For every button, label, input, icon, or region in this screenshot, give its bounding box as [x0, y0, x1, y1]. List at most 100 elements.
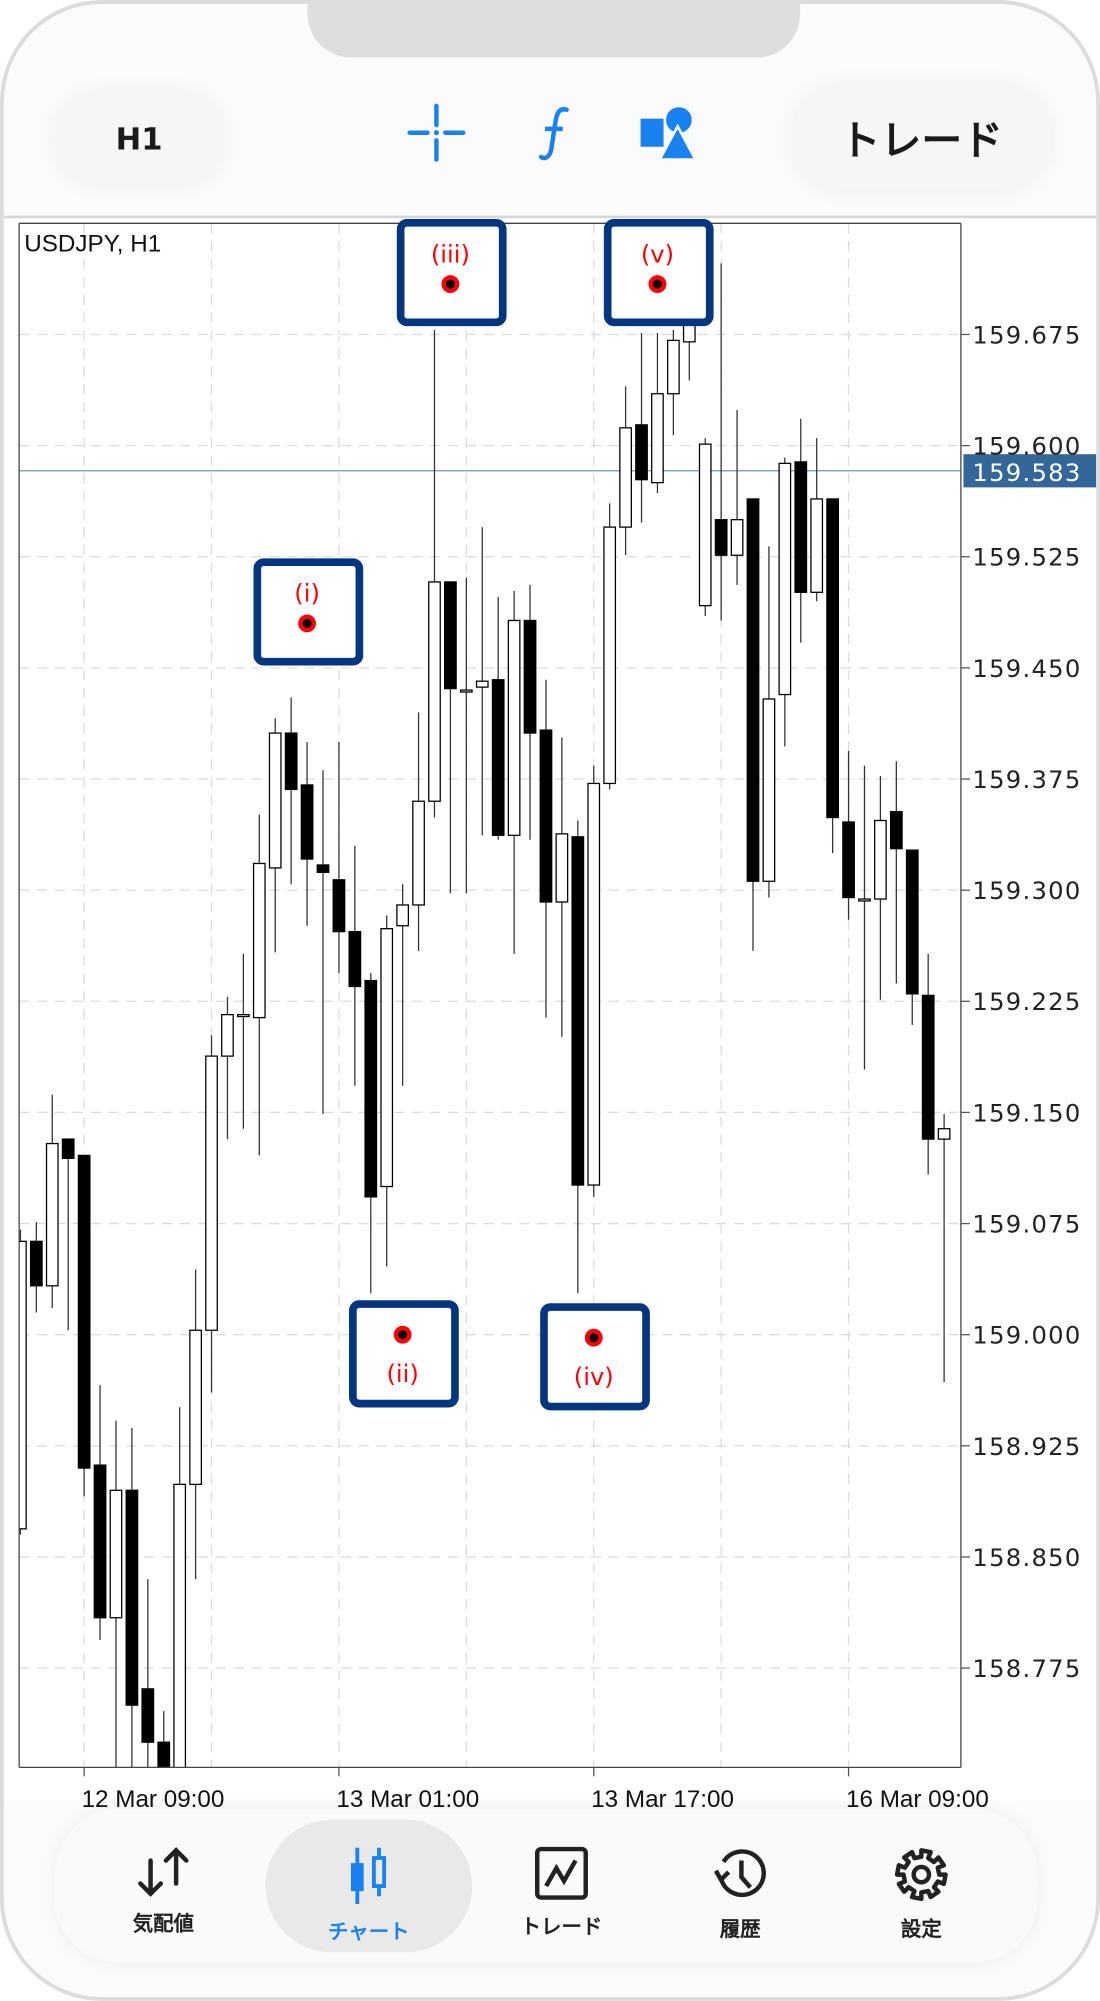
candle-body-bull [778, 462, 792, 696]
device-notch [307, 3, 801, 58]
candle [412, 712, 425, 951]
candle [93, 1385, 107, 1640]
candle-body-bear [29, 1240, 43, 1287]
candle [794, 418, 808, 643]
candle-body-bear [794, 461, 808, 593]
symbol-label: USDJPY, H1 [24, 230, 162, 258]
settings-gear-icon [894, 1848, 948, 1902]
annotation-box [253, 558, 364, 666]
candlestick-chart[interactable]: 159.583 159.675159.600159.525159.450159.… [4, 4, 1100, 1816]
candles [19, 263, 951, 1768]
price-tick-label: 159.525 [972, 543, 1081, 572]
time-tick-label: 16 Mar 09:00 [846, 1786, 989, 1813]
candle-body-bull [475, 680, 489, 688]
candle-body-bull [205, 1055, 218, 1331]
candle-body-bull [587, 782, 601, 1186]
annotation-dot-center [589, 1333, 599, 1343]
crosshair-icon[interactable] [407, 103, 466, 162]
candle-body-bear [905, 849, 919, 995]
candle-body-bull [651, 393, 664, 484]
candle-body-bear [348, 931, 362, 988]
nav-history-label: 履歴 [719, 1916, 761, 1941]
trade-button[interactable]: トレード [792, 85, 1051, 191]
candle [555, 737, 569, 1037]
candle [698, 438, 712, 617]
price-tick-label: 159.675 [972, 320, 1081, 349]
annotation-marker: (v) [603, 218, 714, 327]
candle [459, 577, 473, 894]
candle-body-bull [459, 689, 473, 693]
bottom-nav: 気配値 チャート トレード 履歴 設定 [54, 1809, 1038, 1963]
indicator-f-icon[interactable] [524, 103, 583, 162]
candle [762, 546, 776, 898]
candle-body-bear [539, 729, 553, 903]
candle-body-bull [252, 862, 266, 1019]
plot-frame [18, 222, 962, 1769]
candle-body-bull [666, 339, 680, 395]
annotation-dot-center [445, 279, 455, 289]
nav-history[interactable]: 履歴 [644, 1810, 835, 1963]
candle-body-bull [507, 619, 521, 836]
candle-body-bull [189, 1329, 202, 1486]
candle [348, 845, 362, 1086]
annotation-dot-center [652, 279, 662, 289]
candle [173, 1407, 187, 1768]
candle [189, 1269, 202, 1580]
nav-trade[interactable]: トレード [466, 1810, 657, 1963]
candle [252, 814, 266, 1156]
time-tick-label: 13 Mar 17:00 [591, 1786, 734, 1813]
annotation-box [396, 218, 507, 327]
nav-chart[interactable]: チャート [265, 1819, 473, 1953]
candle [109, 1420, 123, 1768]
objects-shapes-icon[interactable] [639, 103, 698, 162]
candle [889, 761, 903, 984]
price-tick-label: 158.925 [972, 1432, 1081, 1461]
candle-body-bear [316, 864, 330, 874]
price-tick-label: 159.075 [972, 1209, 1081, 1238]
candle-body-bear [284, 732, 298, 791]
candle-body-bear [157, 1741, 171, 1768]
annotations: (i) (ii) (iii) (iv) (v) [253, 218, 714, 1411]
candle [157, 1711, 171, 1768]
candle [826, 498, 840, 854]
candle [491, 596, 505, 840]
candle-body-bull [173, 1483, 187, 1768]
candle-body-bear [125, 1489, 139, 1706]
candle [842, 750, 855, 920]
candle-body-bull [555, 833, 569, 903]
candle [45, 1094, 59, 1309]
annotation-label: (iii) [431, 239, 470, 268]
annotation-marker: (iv) [540, 1303, 650, 1411]
candle [666, 330, 680, 436]
timeframe-label: H1 [115, 121, 163, 157]
nav-quotes[interactable]: 気配値 [68, 1810, 259, 1963]
candle [651, 332, 664, 494]
annotation-label: (ii) [386, 1359, 418, 1388]
current-price-line: 159.583 [19, 454, 1097, 488]
timeframe-button[interactable]: H1 [54, 93, 224, 186]
chart-grid [19, 223, 961, 1768]
price-tick-label: 159.150 [972, 1098, 1081, 1127]
candle-body-bull [698, 443, 712, 607]
price-tick-label: 159.000 [972, 1321, 1081, 1350]
candle-body-bear [714, 519, 728, 556]
candle-body-bull [221, 1013, 234, 1057]
current-price-tag [963, 454, 1097, 488]
candle-body-bear [300, 784, 314, 860]
candle-body-bear [61, 1138, 75, 1159]
candle-body-bear [571, 836, 585, 1186]
annotation-dot-center [302, 618, 312, 628]
candle-body-bear [889, 810, 903, 850]
candle [396, 884, 410, 1086]
nav-settings[interactable]: 設定 [826, 1810, 1017, 1963]
candle [284, 697, 298, 885]
trade-chart-icon [535, 1846, 588, 1900]
annotation-marker: (iii) [396, 218, 507, 327]
candle-body-bull [109, 1489, 123, 1619]
trade-button-label: トレード [839, 116, 1004, 165]
candle-body-bear [444, 581, 457, 690]
candle [205, 1035, 218, 1393]
candle [858, 765, 871, 1070]
price-tick-label: 158.850 [972, 1543, 1081, 1572]
